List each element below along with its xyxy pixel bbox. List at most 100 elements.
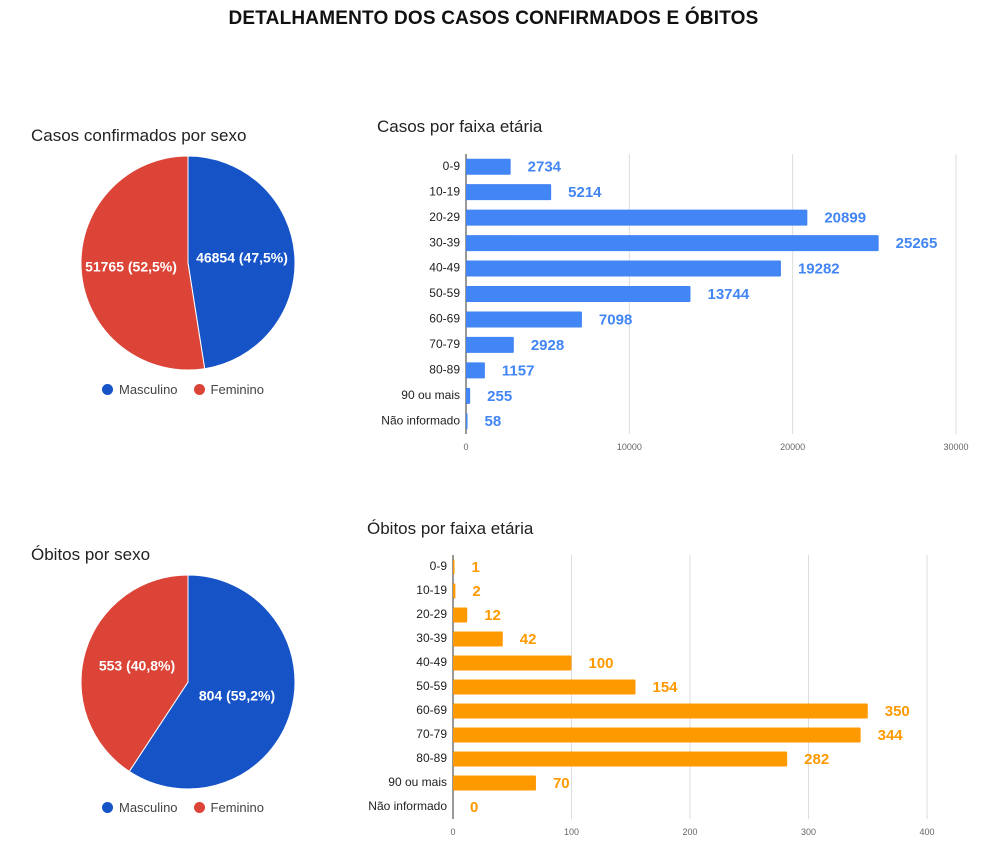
data-label: 2 [472,583,480,600]
legend-item-feminino: Feminino [193,382,264,397]
category-label: 10-19 [416,583,447,597]
category-label: 0-9 [430,559,448,573]
pie-slice-masculino [187,155,296,370]
x-tick-label: 300 [801,827,816,837]
category-label: 50-59 [429,286,460,300]
bar [453,559,455,575]
data-label: 5214 [568,184,602,201]
x-tick-label: 30000 [943,442,968,452]
chart-title-obitos-sexo: Óbitos por sexo [31,545,151,564]
data-label: 282 [804,751,829,768]
bar-chart-obitos-faixa: 0 100 200 300 400 0-9 1 10-19 2 20-29 12 30-39 42 40-… [368,555,935,837]
category-label: Não informado [368,799,447,813]
pie-label-masculino: 804 (59,2%) [199,688,275,704]
page-title: DETALHAMENTO DOS CASOS CONFIRMADOS E ÓBI… [228,8,759,29]
category-label: 50-59 [416,679,447,693]
data-label: 154 [652,679,678,696]
bar-chart-casos-faixa: 0 10000 20000 30000 0-9 2734 10-19 5214 20-29 208… [381,154,969,452]
category-label: 30-39 [416,631,447,645]
data-label: 350 [885,703,910,720]
category-label: 90 ou mais [388,775,447,789]
legend-label-masculino: Masculino [119,800,178,815]
x-tick-label: 0 [463,442,468,452]
x-tick-label: 200 [682,827,697,837]
data-label: 70 [553,775,570,792]
category-label: 90 ou mais [401,388,460,402]
legend-label-feminino: Feminino [210,382,264,397]
x-tick-label: 0 [450,827,455,837]
bar [466,184,552,201]
pie-label-feminino: 51765 (52,5%) [85,259,177,275]
bar [453,751,788,767]
legend-item-masculino: Masculino [102,800,178,815]
category-label: 80-89 [429,363,460,377]
bar [466,158,511,175]
x-tick-label: 20000 [780,442,805,452]
category-label: 70-79 [429,337,460,351]
category-label: 10-19 [429,184,460,198]
data-label: 344 [878,727,904,744]
chart-title-casos-faixa: Casos por faixa etária [377,117,543,136]
category-label: 30-39 [429,235,460,249]
bar [466,336,514,353]
x-tick-label: 100 [564,827,579,837]
x-tick-label: 400 [919,827,934,837]
data-label: 25265 [896,235,938,252]
pie-slice-masculino [128,574,296,790]
bar [466,311,582,328]
legend-obitos-sexo: Masculino Feminino [102,800,274,815]
data-label: 1157 [502,362,535,379]
legend-casos-sexo: Masculino Feminino [102,382,274,397]
category-label: 0-9 [443,159,461,173]
legend-label-feminino: Feminino [210,800,264,815]
legend-dot-feminino [193,802,205,813]
data-label: 0 [470,799,478,816]
legend-label-masculino: Masculino [119,382,178,397]
category-label: 70-79 [416,727,447,741]
pie-label-masculino: 46854 (47,5%) [196,250,288,266]
bar [453,679,636,695]
bar [453,727,861,743]
legend-item-masculino: Masculino [102,382,178,397]
legend-dot-masculino [102,384,113,395]
bar [453,583,456,599]
bar [453,607,468,623]
data-label: 100 [589,655,614,672]
bar [453,703,868,719]
category-label: 80-89 [416,751,447,765]
category-label: 20-29 [416,607,447,621]
bar [466,286,691,302]
pie-label-feminino: 553 (40,8%) [99,658,175,674]
data-label: 255 [487,388,512,405]
x-tick-label: 10000 [617,442,642,452]
pie-chart-obitos-sexo: 804 (59,2%) 553 (40,8%) [80,574,296,790]
data-label: 20899 [824,210,866,227]
data-label: 2928 [531,337,564,354]
bar [466,209,808,226]
data-label: 7098 [599,311,632,328]
category-label: 60-69 [416,703,447,717]
data-label: 1 [472,559,480,576]
category-label: Não informado [381,413,460,427]
category-label: 40-49 [416,655,447,669]
pie-chart-casos-sexo: 46854 (47,5%) 51765 (52,5%) [80,155,296,371]
category-label: 60-69 [429,312,460,326]
legend-dot-feminino [193,384,205,395]
data-label: 19282 [798,261,840,278]
data-label: 42 [520,631,537,648]
bar [466,387,471,404]
bar [453,655,572,671]
pie-slice-feminino [80,574,189,773]
legend-dot-masculino [102,802,113,813]
bar [453,631,503,647]
chart-title-casos-sexo: Casos confirmados por sexo [31,126,247,145]
category-label: 20-29 [429,210,460,224]
bar [466,235,879,252]
data-label: 58 [485,413,502,430]
bar [466,362,485,379]
bar [453,775,536,791]
category-label: 40-49 [429,261,460,275]
pie-slice-feminino [80,155,206,371]
bar [466,413,468,430]
legend-item-feminino: Feminino [193,800,264,815]
